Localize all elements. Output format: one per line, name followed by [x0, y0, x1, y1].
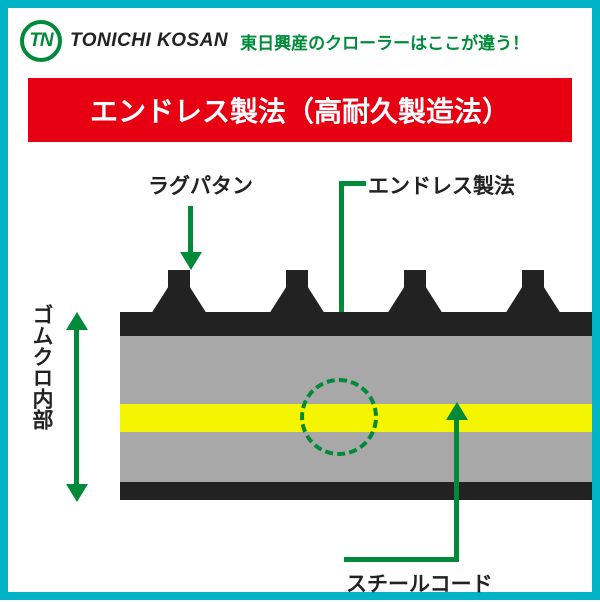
line-endless-h: [344, 181, 366, 186]
logo-text: TN: [29, 30, 52, 52]
lug-row: [120, 270, 592, 314]
arrow-lug-head: [180, 252, 202, 270]
arrow-steel-head: [446, 402, 468, 420]
content-area: TN TONICHI KOSAN 東日興産のクローラーはここが違う！ エンドレス…: [8, 8, 592, 592]
label-lug-pattern: ラグパタン: [148, 170, 253, 200]
lug: [120, 270, 238, 314]
arrow-lug-stem: [188, 206, 193, 254]
brand-name: TONICHI KOSAN: [70, 30, 228, 52]
arrow-interior-bottom: [66, 484, 88, 502]
layer-bottom-black: [120, 482, 592, 500]
infographic-container: TN TONICHI KOSAN 東日興産のクローラーはここが違う！ エンドレス…: [0, 0, 600, 600]
line-steel-h: [344, 557, 459, 562]
title-bar: エンドレス製法（高耐久製造法）: [28, 78, 572, 142]
arrow-interior-stem: [74, 328, 79, 486]
lug: [474, 270, 592, 314]
cross-section-diagram: ラグパタン エンドレス製法 ゴムクロ内部: [8, 162, 592, 602]
endless-method-circle: [300, 378, 378, 456]
label-rubber-interior: ゴムクロ内部: [26, 304, 56, 430]
label-endless-method: エンドレス製法: [368, 170, 515, 200]
line-steel-v: [454, 418, 459, 562]
header: TN TONICHI KOSAN 東日興産のクローラーはここが違う！: [8, 20, 592, 62]
label-steel-cord: スチールコード: [346, 568, 493, 598]
lug: [356, 270, 474, 314]
logo-circle: TN: [20, 20, 62, 62]
lug: [238, 270, 356, 314]
tagline: 東日興産のクローラーはここが違う！: [240, 29, 529, 54]
layer-top-black: [120, 312, 592, 336]
